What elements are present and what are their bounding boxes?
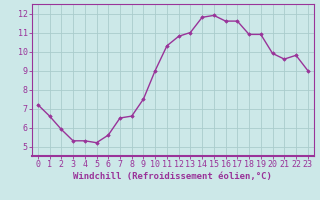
X-axis label: Windchill (Refroidissement éolien,°C): Windchill (Refroidissement éolien,°C) (73, 172, 272, 181)
